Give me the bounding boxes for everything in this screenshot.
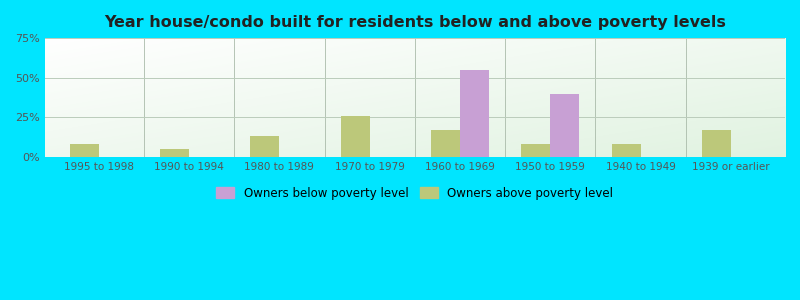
Bar (460, 70, 489, 157)
Title: Year house/condo built for residents below and above poverty levels: Year house/condo built for residents bel… (104, 15, 726, 30)
Bar (702, 130, 731, 157)
Bar (341, 116, 370, 157)
Bar (522, 144, 550, 157)
Bar (160, 149, 189, 157)
Bar (250, 136, 279, 157)
Legend: Owners below poverty level, Owners above poverty level: Owners below poverty level, Owners above… (212, 182, 618, 205)
Bar (431, 130, 460, 157)
Bar (550, 94, 579, 157)
Bar (70, 144, 98, 157)
Bar (612, 144, 641, 157)
